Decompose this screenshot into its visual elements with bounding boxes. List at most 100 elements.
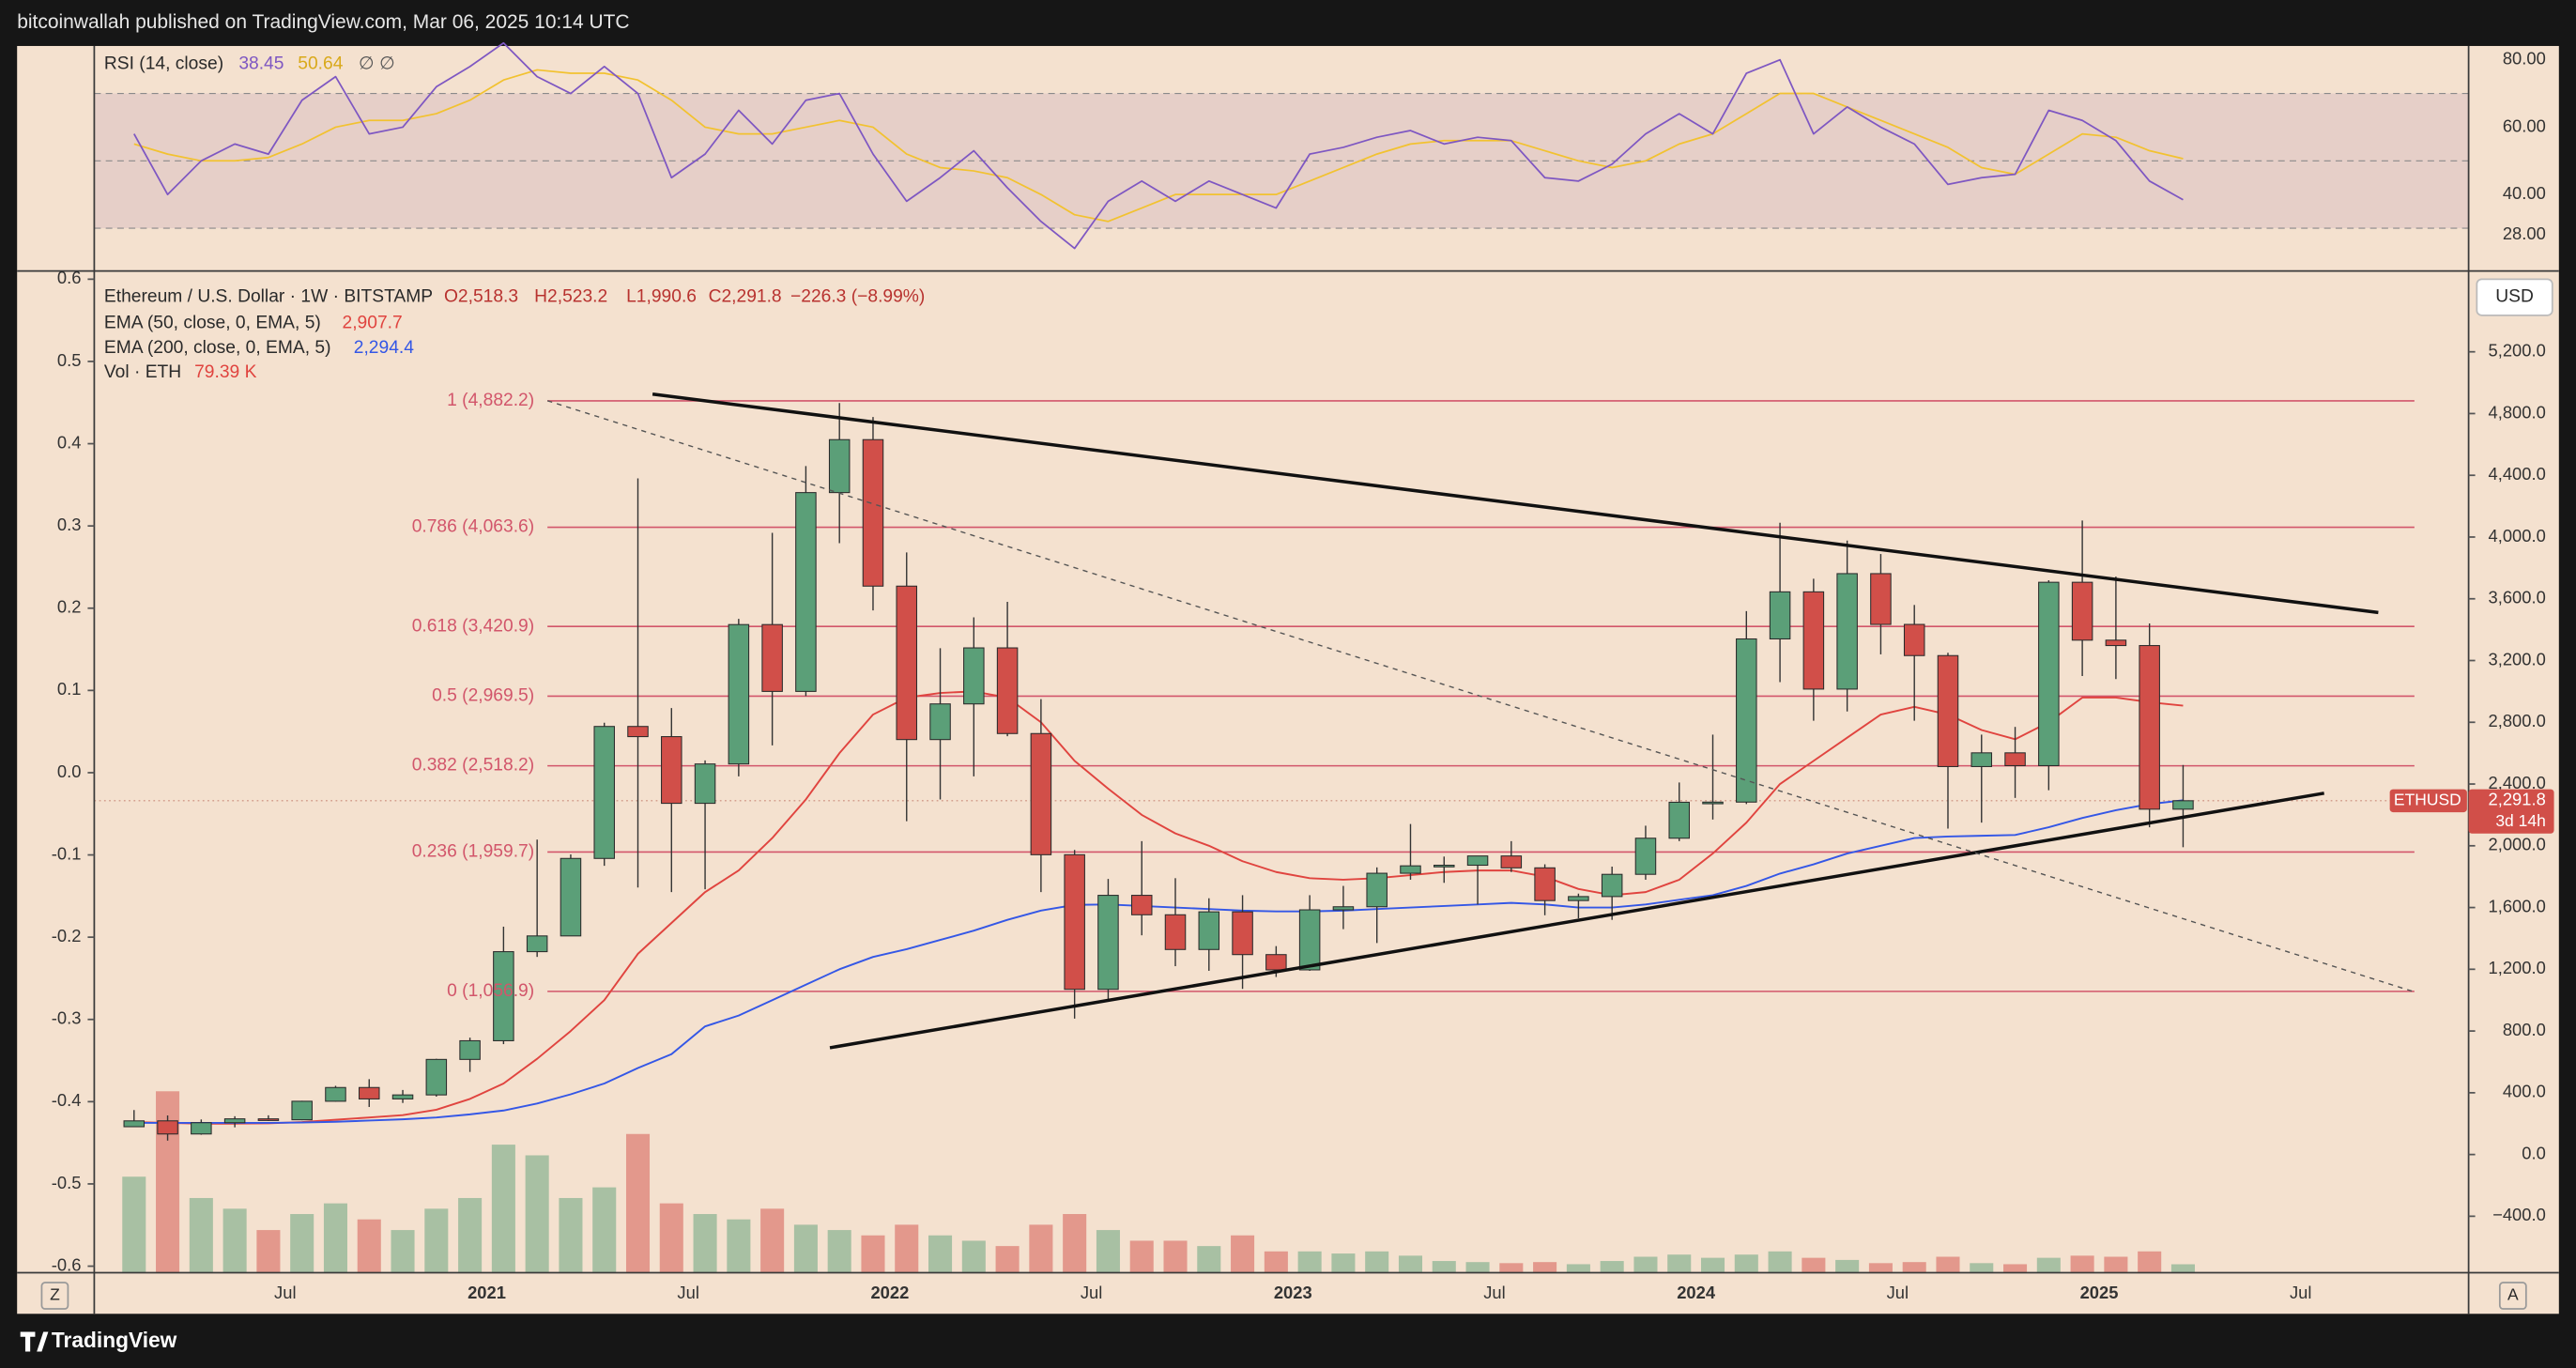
publish-header: bitcoinwallah published on TradingView.c… <box>17 11 629 33</box>
left-tick-label: -0.3 <box>52 1008 82 1028</box>
x-tick-label: Jul <box>1081 1283 1102 1302</box>
candle-body <box>358 1086 380 1099</box>
left-tick-label: 0.6 <box>57 268 82 287</box>
volume-bar <box>1633 1256 1658 1273</box>
axes-layer: RSI (14, close) 38.45 50.64 ∅ ∅ Ethereum… <box>17 45 2559 1352</box>
candle-body <box>1500 855 1523 868</box>
left-tick-label: 0.5 <box>57 350 82 370</box>
volume-bar <box>391 1230 415 1273</box>
currency-label[interactable]: USD <box>2495 287 2534 307</box>
fib-diagonal <box>546 400 2415 993</box>
rsi-flags: ∅ ∅ <box>359 54 395 73</box>
price-tag-countdown: 3d 14h <box>2495 811 2545 830</box>
volume-bar <box>1029 1224 1053 1273</box>
left-tick-label: -0.1 <box>52 843 82 863</box>
rsi-line <box>133 41 2184 250</box>
left-tick-label: -0.2 <box>52 926 82 945</box>
y-tick-label: 4,400.0 <box>2489 464 2546 484</box>
x-tick-label: 2023 <box>1274 1283 1312 1302</box>
auto-button[interactable] <box>2498 1282 2527 1310</box>
left-tick-label: 0.4 <box>57 432 82 452</box>
ema-line <box>133 690 2184 1125</box>
logo-text: TradingView <box>52 1328 177 1352</box>
symbol-tag <box>2389 789 2467 813</box>
rsi-tick-label: 28.00 <box>2503 223 2546 243</box>
candle-body <box>1130 895 1153 915</box>
auto-label[interactable]: A <box>2507 1285 2519 1304</box>
candle-body <box>2071 581 2093 641</box>
volume-bar <box>1465 1262 1490 1273</box>
x-tick-label: Jul <box>1887 1283 1909 1302</box>
candle-body <box>1097 895 1119 991</box>
y-tick-label: 3,600.0 <box>2489 588 2546 607</box>
candle-body <box>1668 801 1690 839</box>
volume-bar <box>592 1187 617 1273</box>
symbol-name: Ethereum / U.S. Dollar · 1W · BITSTAMP <box>104 287 433 307</box>
volume-bar <box>961 1240 986 1273</box>
y-tick-label: 1,600.0 <box>2489 896 2546 915</box>
volume-bar <box>760 1208 785 1273</box>
legend-close: C2,291.8 <box>709 287 782 307</box>
volume-bar <box>1667 1254 1692 1273</box>
candle-body <box>1366 872 1388 908</box>
volume-bar <box>525 1155 549 1273</box>
candle-body <box>1903 623 1925 656</box>
volume-bar <box>793 1224 818 1273</box>
volume-bar <box>491 1145 515 1273</box>
candle-body <box>1265 954 1287 971</box>
candle-body <box>1970 752 1993 767</box>
candle-body <box>1164 914 1187 950</box>
candle-body <box>1064 853 1085 991</box>
candle-body <box>1601 873 1623 898</box>
volume-bar <box>1197 1246 1221 1273</box>
y-tick-label: 4,000.0 <box>2489 526 2546 546</box>
ema50-name: EMA (50, close, 0, EMA, 5) <box>104 314 321 333</box>
candle-body <box>2139 645 2160 810</box>
price-tag <box>2468 789 2554 834</box>
candle-body <box>157 1120 178 1135</box>
volume-bar <box>1970 1263 1994 1273</box>
y-tick-label: 5,200.0 <box>2489 341 2546 361</box>
candle-body <box>1030 732 1052 855</box>
rsi-last: 38.45 <box>238 54 284 73</box>
left-tick-label: 0.0 <box>57 761 82 781</box>
candle-body <box>1466 855 1489 867</box>
volume-bar <box>2104 1256 2128 1273</box>
zoom-button[interactable] <box>40 1282 69 1310</box>
y-tick-label: 3,200.0 <box>2489 649 2546 669</box>
volume-bar <box>1297 1251 1322 1273</box>
legend-low: L1,990.6 <box>626 287 697 307</box>
left-tick-label: 0.3 <box>57 515 82 534</box>
candle-body <box>1937 654 1959 767</box>
candle-body <box>1434 864 1455 868</box>
volume-bar <box>222 1208 247 1273</box>
volume-name: Vol · ETH <box>104 362 181 382</box>
y-tick-label: 2,000.0 <box>2489 835 2546 854</box>
volume-bar <box>2138 1251 2162 1273</box>
volume-bar <box>2003 1264 2028 1273</box>
x-tick-label: 2022 <box>870 1283 909 1302</box>
candle-body <box>291 1100 313 1121</box>
rsi-name: RSI (14, close) <box>104 54 223 73</box>
candle-body <box>526 935 548 953</box>
volume-bar <box>189 1197 213 1273</box>
candle-body <box>828 438 851 494</box>
price-tag-label: 2,291.8 <box>2489 790 2546 809</box>
candle-body <box>1232 911 1253 956</box>
volume-bar <box>2170 1264 2195 1273</box>
volume-bar <box>1096 1230 1120 1273</box>
candle-body <box>896 585 918 741</box>
volume-bar <box>323 1203 347 1273</box>
currency-button[interactable] <box>2476 278 2553 316</box>
y-tick-label: 0.0 <box>2522 1143 2546 1162</box>
volume-bar <box>122 1176 146 1273</box>
ema200-name: EMA (200, close, 0, EMA, 5) <box>104 338 331 358</box>
x-tick-label: Jul <box>2290 1283 2311 1302</box>
candle-body <box>661 736 682 805</box>
x-tick-label: 2024 <box>1677 1283 1716 1302</box>
zoom-label[interactable]: Z <box>50 1285 60 1304</box>
candle-body <box>929 703 951 741</box>
candle-body <box>1298 909 1321 971</box>
plot-layer <box>122 41 2195 1273</box>
